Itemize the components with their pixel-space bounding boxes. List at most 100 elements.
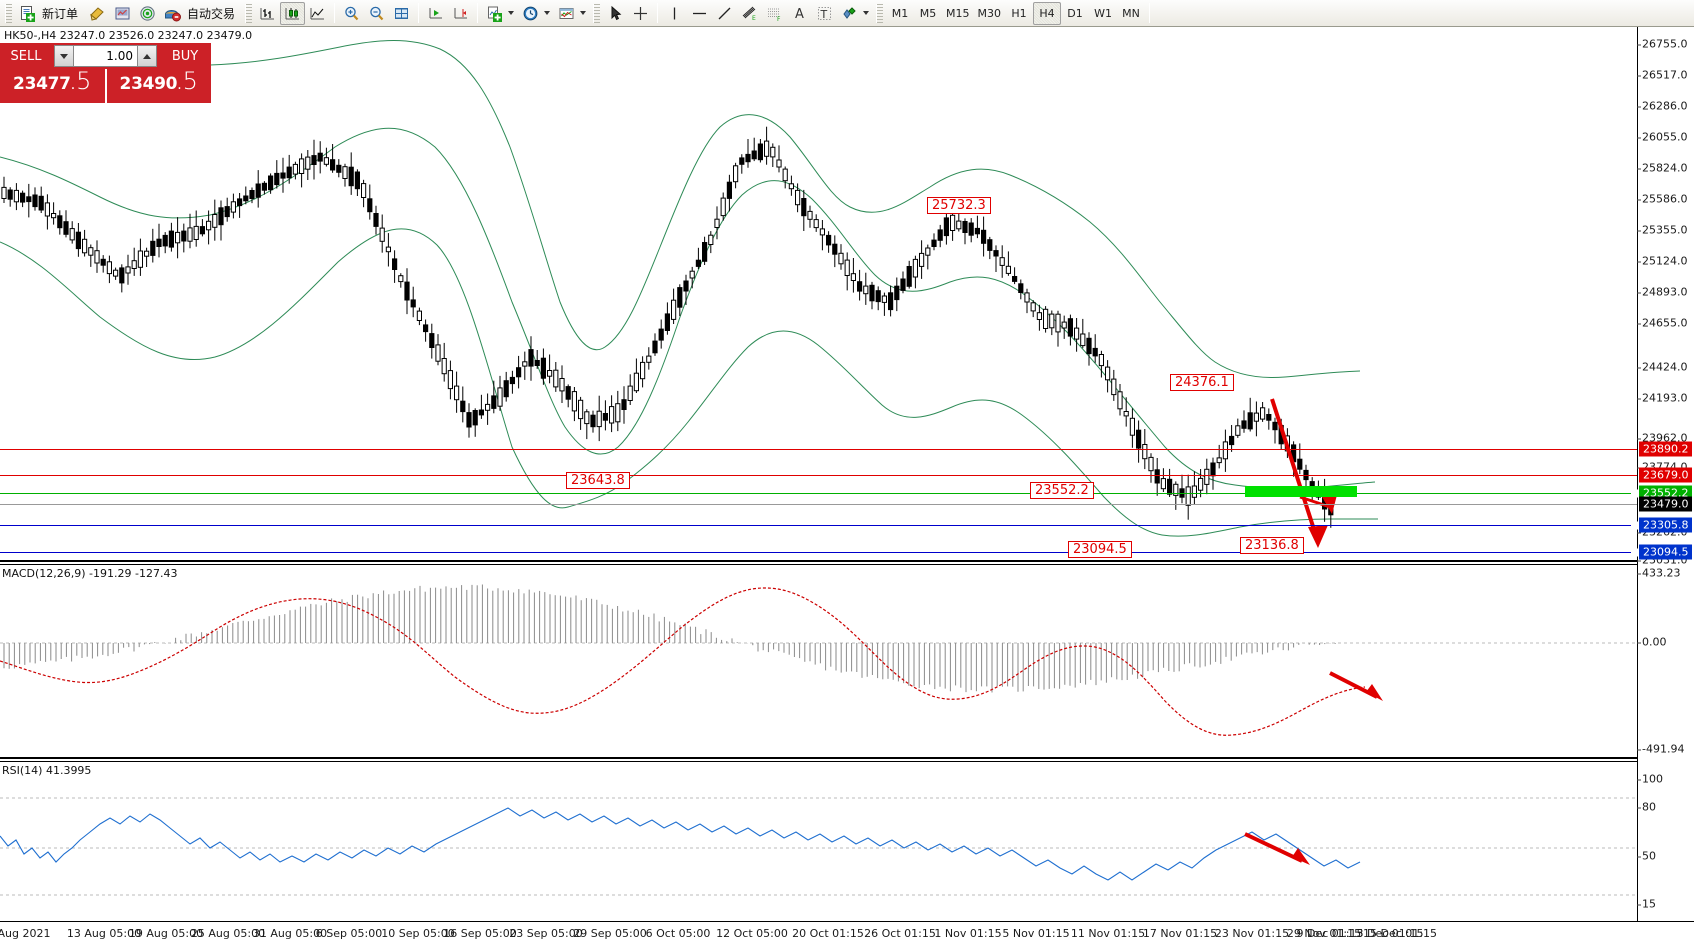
zoom-in-button[interactable] xyxy=(339,2,364,25)
line-chart-button[interactable] xyxy=(305,2,330,25)
objects-icon xyxy=(841,5,858,22)
price-label-last[interactable]: 23479.0 xyxy=(1639,496,1692,512)
annotation-23136[interactable]: 23136.8 xyxy=(1240,537,1304,554)
chevron-down-icon[interactable] xyxy=(863,11,870,15)
text-icon: A xyxy=(791,5,808,22)
timeframe-d1[interactable]: D1 xyxy=(1067,6,1083,20)
toolbar-grip-3[interactable] xyxy=(593,3,601,23)
price-label-level-1[interactable]: 23305.8 xyxy=(1639,517,1692,533)
current-price-line-23479[interactable] xyxy=(0,504,1637,505)
time-axis[interactable]: Aug 2021 13 Aug 05:00 19 Aug 05:00 25 Au… xyxy=(0,921,1694,946)
sell-button[interactable]: SELL xyxy=(0,43,52,69)
timeframe-h1[interactable]: H1 xyxy=(1011,6,1027,20)
x-tick: 13 Aug 05:00 xyxy=(66,927,142,940)
one-click-trading-panel[interactable]: SELL 1.00 BUY 23477 . 5 23490 . 5 xyxy=(0,43,211,103)
auto-scroll-button[interactable] xyxy=(423,2,448,25)
periods-button[interactable] xyxy=(518,2,554,25)
toolbar-grip-4[interactable] xyxy=(876,3,884,23)
templates-button[interactable] xyxy=(554,2,590,25)
chevron-down-icon[interactable] xyxy=(580,11,587,15)
buy-price-integer: 23490 xyxy=(119,74,178,94)
annotation-23094[interactable]: 23094.5 xyxy=(1068,541,1132,558)
price-pane[interactable]: 25732.3 24376.1 23643.8 23552.2 23094.5 … xyxy=(0,27,1637,562)
sell-price[interactable]: 23477 . 5 xyxy=(0,69,105,103)
timeframe-w1[interactable]: W1 xyxy=(1094,6,1112,20)
buy-price[interactable]: 23490 . 5 xyxy=(106,67,211,103)
objects-button[interactable] xyxy=(837,2,873,25)
rsi-pane[interactable]: RSI(14) 41.3995 xyxy=(0,761,1637,921)
toolbar-grip-1[interactable] xyxy=(5,3,12,23)
support-line-23552[interactable] xyxy=(0,493,1637,494)
chart-shift-button[interactable] xyxy=(448,2,473,25)
price-axis[interactable]: 26755.0 26517.0 26286.0 26055.0 25824.0 … xyxy=(1636,27,1694,921)
timeframe-m5[interactable]: M5 xyxy=(919,6,937,20)
vertical-line-button[interactable] xyxy=(662,2,687,25)
price-label-resistance-2[interactable]: 23679.0 xyxy=(1639,467,1692,483)
level-line-23305[interactable] xyxy=(0,525,1637,526)
volume-increase-button[interactable] xyxy=(137,45,157,67)
resistance-line-23890[interactable] xyxy=(0,449,1637,450)
add-indicator-icon xyxy=(486,5,503,22)
bar-chart-button[interactable] xyxy=(255,2,280,25)
fibonacci-button[interactable]: F xyxy=(762,2,787,25)
horizontal-line-button[interactable] xyxy=(687,2,712,25)
annotation-25732[interactable]: 25732.3 xyxy=(927,197,991,214)
bollinger-lower-band xyxy=(0,228,1378,537)
y-tick: 26517.0 xyxy=(1637,68,1688,82)
level-line-23094[interactable] xyxy=(0,552,1637,553)
svg-text:E: E xyxy=(752,15,756,22)
zoom-out-button[interactable] xyxy=(364,2,389,25)
strategy-tester-button[interactable] xyxy=(110,2,135,25)
crosshair-button[interactable] xyxy=(628,2,653,25)
equidistant-channel-button[interactable]: E xyxy=(737,2,762,25)
metaeditor-button[interactable] xyxy=(85,2,110,25)
price-label-resistance-1[interactable]: 23890.2 xyxy=(1639,441,1692,457)
new-order-button[interactable]: 新订单 xyxy=(15,2,85,25)
resistance-line-23679[interactable] xyxy=(0,475,1637,476)
text-label-button[interactable]: T xyxy=(812,2,837,25)
chevron-down-icon[interactable] xyxy=(508,11,515,15)
timeframe-mn[interactable]: MN xyxy=(1122,6,1140,20)
rsi-tick-50: 50 xyxy=(1637,849,1656,863)
volume-input[interactable]: 1.00 xyxy=(74,45,137,67)
price-label-level-2[interactable]: 23094.5 xyxy=(1639,544,1692,560)
clock-icon xyxy=(522,5,539,22)
volume-decrease-button[interactable] xyxy=(54,45,74,67)
y-tick: 25586.0 xyxy=(1637,192,1688,206)
price-down-arrow xyxy=(1270,398,1337,548)
toolbar-grip-2[interactable] xyxy=(245,3,253,23)
annotation-24376[interactable]: 24376.1 xyxy=(1170,374,1234,391)
add-indicator-button[interactable] xyxy=(482,2,518,25)
annotation-23552[interactable]: 23552.2 xyxy=(1030,482,1094,499)
x-tick: 15 Dec 01:15 xyxy=(1363,927,1437,940)
x-tick: 19 Aug 05:00 xyxy=(128,927,204,940)
zoom-out-icon xyxy=(368,5,385,22)
macd-signal-line xyxy=(0,587,1366,736)
trendline-button[interactable] xyxy=(712,2,737,25)
timeframe-h4[interactable]: H4 xyxy=(1033,1,1062,25)
text-button[interactable]: A xyxy=(787,2,812,25)
chart-container[interactable]: HK50-,H4 23247.0 23526.0 23247.0 23479.0 xyxy=(0,27,1694,921)
timeframe-m1[interactable]: M1 xyxy=(891,6,909,20)
chevron-up-icon xyxy=(143,53,151,59)
volume-stepper[interactable]: 1.00 xyxy=(52,43,159,69)
signals-button[interactable] xyxy=(135,2,160,25)
buy-price-fraction: 5 xyxy=(182,67,198,95)
candlestick-button[interactable] xyxy=(280,1,306,25)
autotrading-icon xyxy=(164,5,182,22)
buy-button[interactable]: BUY xyxy=(159,43,211,69)
timeframe-m15[interactable]: M15 xyxy=(946,6,970,20)
chevron-down-icon[interactable] xyxy=(544,11,551,15)
svg-text:F: F xyxy=(777,16,781,22)
x-tick: 25 Aug 05:00 xyxy=(190,927,266,940)
timeframe-m30[interactable]: M30 xyxy=(977,6,1002,20)
autotrading-button[interactable]: 自动交易 xyxy=(160,2,242,25)
support-zone-highlight[interactable] xyxy=(1245,486,1357,497)
macd-pane[interactable]: MACD(12,26,9) -191.29 -127.43 xyxy=(0,564,1637,759)
annotation-23643[interactable]: 23643.8 xyxy=(566,472,630,489)
data-window-button[interactable] xyxy=(389,2,414,25)
toolbar-separator xyxy=(1149,3,1151,23)
cursor-button[interactable] xyxy=(603,2,628,25)
x-tick: 23 Sep 05:00 xyxy=(509,927,583,940)
y-tick: 24424.0 xyxy=(1637,360,1688,374)
